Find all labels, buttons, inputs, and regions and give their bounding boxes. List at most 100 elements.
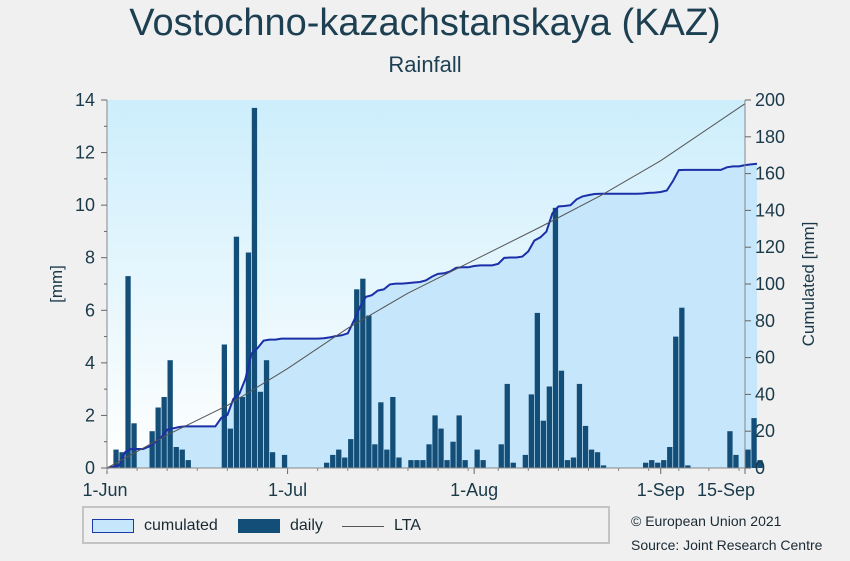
daily-bar bbox=[751, 418, 757, 468]
y-tick-label-left: 4 bbox=[85, 353, 95, 373]
legend-item-lta: LTA bbox=[342, 517, 421, 535]
daily-bar bbox=[474, 449, 480, 468]
legend-label-cumulated: cumulated bbox=[144, 517, 218, 534]
daily-bar bbox=[558, 370, 565, 468]
copyright-text: © European Union 2021 bbox=[631, 513, 782, 529]
daily-bar bbox=[426, 444, 432, 468]
y-tick-label-right: 0 bbox=[755, 458, 765, 478]
daily-bar bbox=[462, 460, 468, 468]
y-tick-label-left: 0 bbox=[85, 458, 95, 478]
daily-bar bbox=[450, 441, 456, 468]
legend-item-cumulated: cumulated bbox=[92, 517, 218, 535]
daily-bar bbox=[540, 420, 546, 468]
y-tick-label-right: 80 bbox=[755, 311, 775, 331]
legend-label-lta: LTA bbox=[394, 517, 421, 534]
daily-bar bbox=[432, 415, 438, 468]
daily-bar bbox=[239, 397, 246, 468]
daily-bar bbox=[685, 465, 691, 468]
daily-bar bbox=[679, 307, 685, 468]
y-tick-label-left: 14 bbox=[75, 90, 95, 110]
daily-bar bbox=[564, 460, 571, 468]
daily-bar bbox=[414, 460, 420, 468]
daily-bar bbox=[348, 439, 354, 468]
daily-bar bbox=[522, 454, 528, 468]
daily-bar bbox=[360, 278, 366, 468]
lta-line bbox=[106, 103, 746, 469]
daily-bar bbox=[342, 457, 348, 468]
daily-bar bbox=[727, 431, 733, 468]
x-tick-label: 1-Jul bbox=[268, 480, 307, 500]
daily-bar bbox=[221, 344, 227, 468]
y-tick-label-right: 200 bbox=[755, 90, 785, 110]
daily-bar bbox=[480, 460, 486, 468]
daily-bar bbox=[131, 423, 137, 468]
daily-bar bbox=[396, 457, 402, 468]
daily-bar bbox=[649, 460, 655, 468]
daily-bar bbox=[251, 107, 258, 469]
legend-label-daily: daily bbox=[290, 517, 323, 534]
cumulated-line bbox=[106, 162, 758, 469]
daily-bar bbox=[594, 452, 601, 468]
daily-bar bbox=[456, 415, 462, 468]
daily-bar bbox=[366, 315, 372, 468]
daily-bar bbox=[330, 454, 336, 468]
daily-bar bbox=[504, 383, 510, 468]
daily-bar bbox=[552, 207, 559, 469]
daily-bar bbox=[733, 454, 739, 468]
daily-bar bbox=[245, 252, 252, 468]
y-tick-label-right: 20 bbox=[755, 421, 775, 441]
daily-bar bbox=[185, 460, 191, 468]
chart-subtitle: Rainfall bbox=[388, 52, 462, 77]
daily-bar bbox=[576, 383, 583, 468]
y-tick-label-left: 8 bbox=[85, 248, 95, 268]
daily-bar bbox=[227, 428, 233, 468]
y-tick-label-right: 180 bbox=[755, 127, 785, 147]
daily-bar bbox=[324, 462, 330, 468]
x-tick-label: 1-Sep bbox=[637, 480, 685, 500]
daily-bar bbox=[546, 386, 552, 468]
daily-bar bbox=[570, 457, 577, 468]
daily-swatch bbox=[238, 519, 280, 533]
legend-item-daily: daily bbox=[238, 517, 323, 535]
y-tick-label-right: 60 bbox=[755, 348, 775, 368]
daily-bar bbox=[757, 460, 763, 468]
daily-bar bbox=[372, 444, 378, 468]
daily-bar bbox=[354, 289, 360, 468]
daily-bar bbox=[655, 462, 661, 468]
y-tick-label-left: 10 bbox=[75, 195, 95, 215]
chart-title: Vostochno-kazachstanskaya (KAZ) bbox=[129, 2, 721, 44]
x-tick-label: 1-Aug bbox=[450, 480, 498, 500]
y-axis-label-left: [mm] bbox=[47, 265, 66, 303]
daily-bar bbox=[528, 394, 534, 468]
daily-bar bbox=[444, 460, 450, 468]
y-tick-label-left: 2 bbox=[85, 405, 95, 425]
x-tick-label: 15-Sep bbox=[697, 480, 755, 500]
y-tick-label-right: 140 bbox=[755, 200, 785, 220]
daily-bar bbox=[113, 449, 119, 468]
daily-bar bbox=[384, 449, 390, 468]
daily-bar bbox=[233, 236, 240, 468]
daily-bar bbox=[420, 460, 426, 468]
daily-bar bbox=[378, 402, 384, 468]
daily-bar bbox=[588, 449, 595, 468]
daily-bar bbox=[438, 428, 444, 468]
x-tick-label: 1-Jun bbox=[82, 480, 127, 500]
daily-bar bbox=[125, 276, 131, 468]
daily-bar bbox=[534, 312, 540, 468]
daily-bar bbox=[498, 444, 504, 468]
daily-bar bbox=[167, 360, 173, 468]
cumulated-area bbox=[107, 163, 758, 469]
daily-bar bbox=[281, 454, 288, 468]
daily-bar bbox=[408, 460, 414, 468]
daily-bar bbox=[179, 449, 185, 468]
daily-bar bbox=[667, 447, 673, 468]
daily-bar bbox=[661, 460, 667, 468]
y-tick-label-right: 40 bbox=[755, 384, 775, 404]
daily-bar bbox=[269, 452, 276, 468]
daily-bar bbox=[643, 462, 649, 468]
y-tick-label-right: 100 bbox=[755, 274, 785, 294]
daily-bar bbox=[257, 391, 264, 468]
daily-bar bbox=[510, 462, 516, 468]
lta-swatch bbox=[342, 525, 384, 527]
